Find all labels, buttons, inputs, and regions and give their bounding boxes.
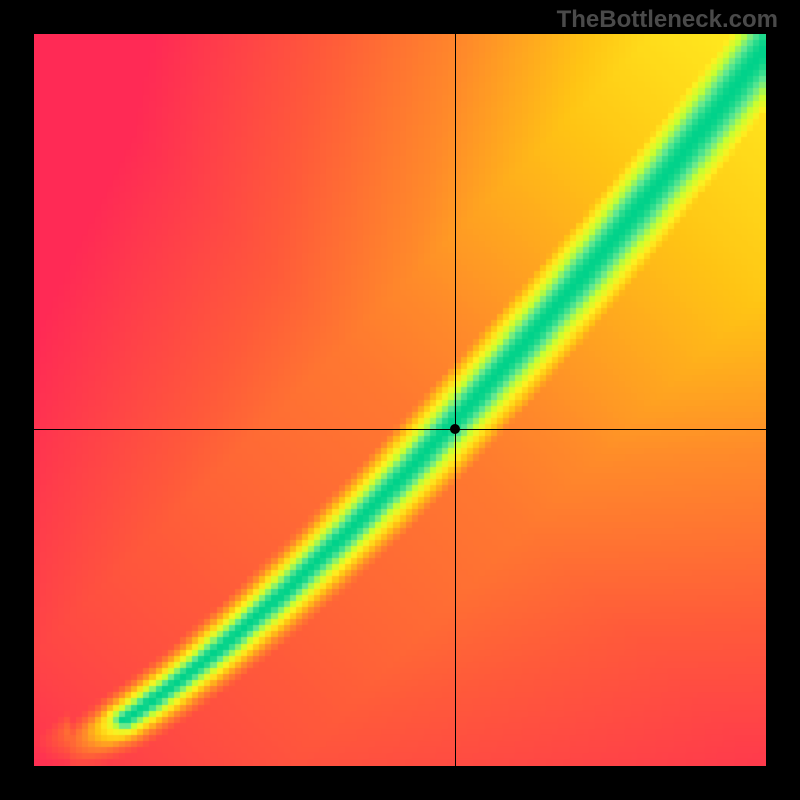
heatmap-canvas xyxy=(34,34,766,766)
crosshair-vertical xyxy=(455,34,456,766)
watermark-text: TheBottleneck.com xyxy=(557,6,778,34)
plot-frame xyxy=(34,34,766,766)
marker-dot xyxy=(450,424,460,434)
crosshair-horizontal xyxy=(34,429,766,430)
